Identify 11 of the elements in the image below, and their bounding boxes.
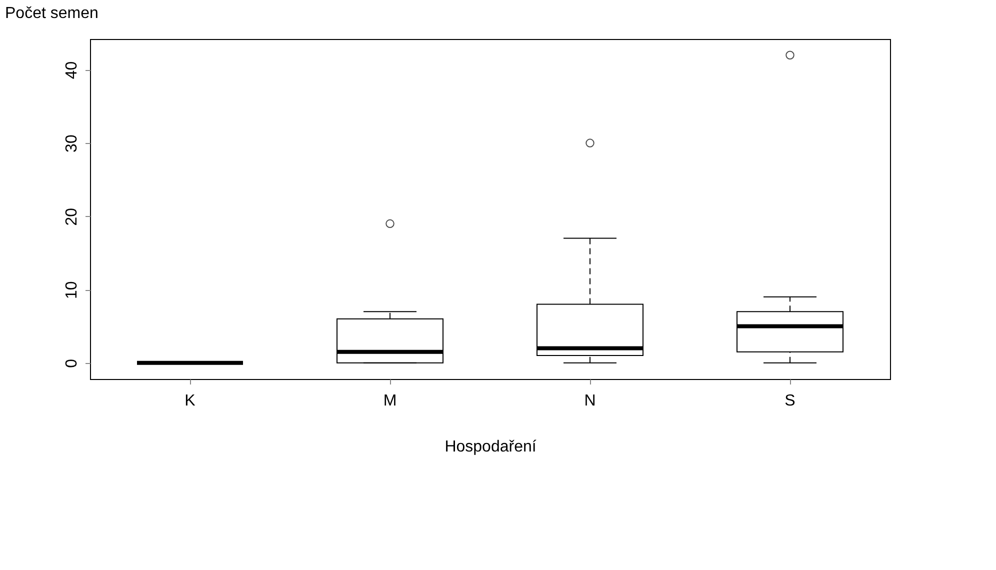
- y-tick-label: 40: [64, 61, 80, 80]
- y-axis-title: Počet semen: [5, 5, 98, 22]
- y-tick-label: 0: [64, 358, 80, 368]
- y-tick-label: 20: [64, 208, 80, 226]
- x-axis-title: Hospodaření: [444, 438, 537, 456]
- x-tick-label: M: [383, 392, 397, 410]
- y-tick-label: 10: [64, 281, 80, 299]
- y-tick-label: 30: [64, 134, 80, 152]
- x-tick-label: N: [584, 392, 596, 410]
- x-tick-label: S: [784, 392, 796, 410]
- x-tick-label: K: [184, 392, 196, 410]
